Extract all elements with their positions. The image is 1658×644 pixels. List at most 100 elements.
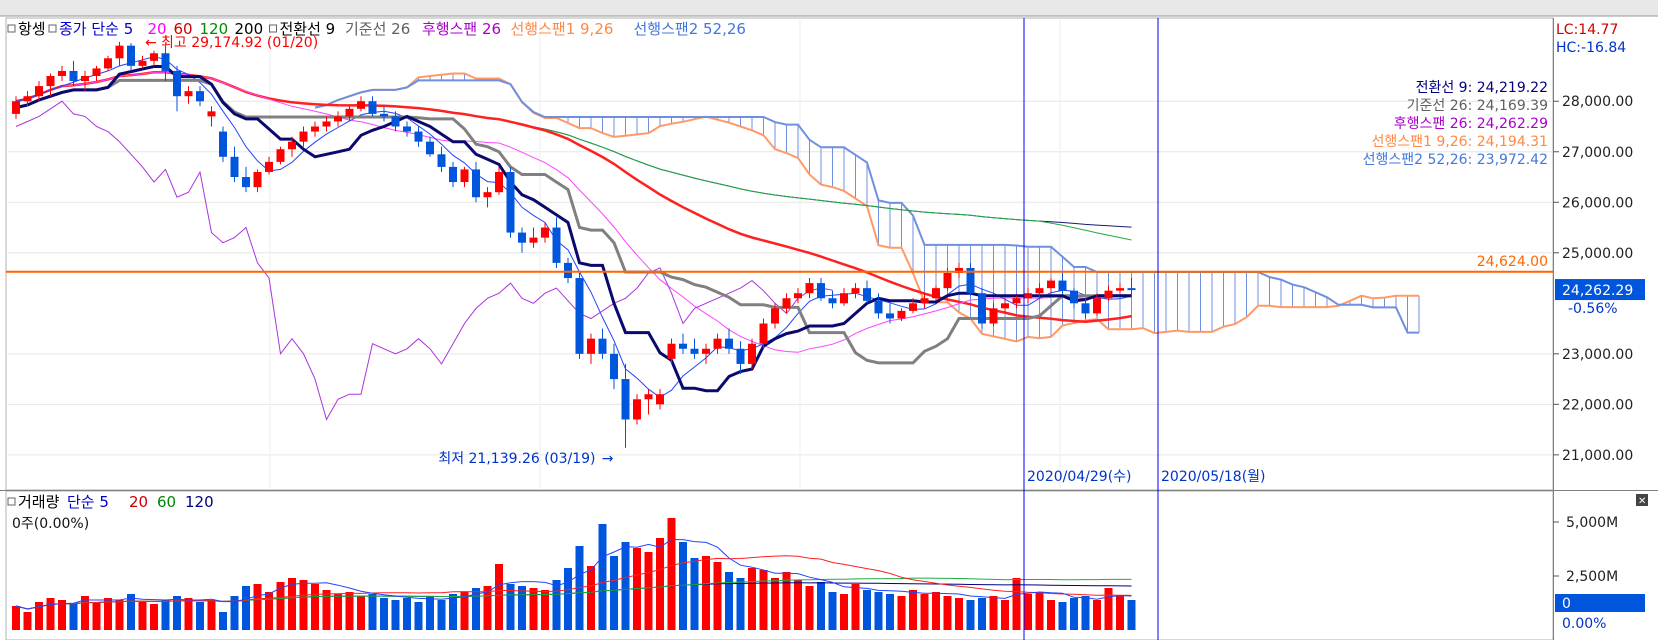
volume-bar: [587, 566, 595, 630]
candle-body: [1047, 280, 1055, 289]
volume-bar: [265, 592, 273, 630]
candle-body: [219, 131, 227, 157]
ichimoku-value-label: 선행스팬2 52,26: 23,972.42: [1363, 152, 1548, 168]
volume-bar: [966, 600, 975, 630]
volume-bar: [909, 590, 917, 630]
candle-body: [897, 310, 906, 319]
price-legend-item: 200: [235, 20, 264, 38]
volume-bar: [874, 592, 883, 630]
candle-body: [598, 338, 607, 354]
candle-body: [104, 58, 112, 69]
candle-body: [276, 149, 285, 162]
candle-body: [1127, 288, 1136, 291]
volume-bar: [828, 592, 837, 630]
candle-body: [265, 161, 273, 172]
volume-bar: [403, 598, 411, 630]
candle-body: [633, 399, 641, 420]
vline2-label: 2020/05/18(월): [1161, 469, 1266, 485]
volume-bar: [610, 556, 618, 630]
volume-bar: [529, 588, 538, 630]
volume-bar: [127, 594, 135, 630]
candle-body: [886, 313, 894, 319]
volume-bar: [173, 596, 181, 630]
candle-body: [58, 70, 66, 76]
volume-bar: [115, 600, 124, 630]
volume-bar: [1047, 600, 1055, 630]
volume-bar: [196, 602, 204, 630]
candle-body: [1093, 298, 1101, 314]
candle-body: [851, 288, 860, 294]
candle-body: [955, 267, 963, 273]
candle-body: [483, 192, 492, 198]
volume-bar: [1070, 598, 1078, 630]
price-axis-label: 28,000.00: [1562, 94, 1633, 110]
candle-body: [345, 108, 354, 117]
candle-body: [840, 293, 848, 304]
price-axis-label: 21,000.00: [1562, 448, 1633, 464]
candle-body: [782, 298, 791, 309]
volume-bar: [150, 604, 158, 630]
volume-bar: [989, 596, 998, 630]
volume-status-text: 0주(0.00%): [12, 516, 89, 532]
candle-body: [943, 272, 952, 289]
legend-square-icon: [7, 24, 16, 33]
price-axis-label: 23,000.00: [1562, 347, 1633, 363]
legend-square-icon: [48, 24, 57, 33]
current-change-label: -0.56%: [1568, 301, 1618, 317]
volume-legend-item: 단순 5: [67, 493, 109, 511]
volume-bar: [242, 586, 250, 630]
candle-body: [322, 121, 331, 127]
volume-current-box: [1555, 594, 1645, 612]
price-axis-label: 26,000.00: [1562, 195, 1633, 211]
volume-bar: [644, 552, 653, 630]
volume-axis-label: 2,500M: [1566, 569, 1618, 585]
volume-bar: [771, 578, 779, 630]
base-line: [15, 78, 1132, 365]
volume-bar: [552, 580, 561, 630]
volume-bar: [69, 604, 78, 630]
volume-bar: [472, 588, 480, 630]
candle-body: [713, 338, 722, 349]
volume-ma20-line: [15, 555, 1132, 610]
candle-body: [805, 283, 814, 294]
volume-bar: [334, 594, 342, 630]
volume-bar: [932, 592, 940, 630]
candle-body: [391, 116, 400, 127]
volume-bar: [794, 580, 802, 630]
candle-body: [587, 338, 595, 354]
candle-body: [426, 141, 434, 155]
volume-bar: [299, 580, 308, 630]
candle-body: [127, 45, 135, 66]
volume-bar: [219, 612, 227, 630]
volume-bar: [702, 556, 710, 630]
volume-bar: [782, 572, 791, 630]
candle-body: [196, 91, 204, 102]
candle-body: [1070, 290, 1078, 304]
volume-bar: [1024, 594, 1032, 630]
volume-bar: [311, 584, 319, 630]
price-legend-item: 선행스팬1 9,26: [511, 20, 614, 38]
candle-body: [506, 171, 515, 233]
low-label: 최저 21,139.26 (03/19): [438, 451, 595, 467]
candle-body: [35, 86, 43, 97]
volume-bar: [759, 570, 768, 630]
candle-body: [518, 232, 526, 243]
volume-bar: [1127, 600, 1136, 630]
volume-legend-item: 거래량: [18, 493, 60, 511]
price-legend-item: 선행스팬2 52,26: [634, 20, 746, 38]
volume-bar: [1104, 588, 1113, 630]
candle-body: [437, 154, 446, 167]
candle-body: [702, 348, 710, 354]
volume-bar: [713, 562, 722, 630]
conversion-line: [15, 65, 1132, 393]
hc-label: HC:-16.84: [1556, 40, 1626, 56]
volume-current-label: 0: [1562, 596, 1571, 612]
volume-bar: [1081, 596, 1090, 630]
candle-body: [403, 126, 411, 132]
volume-bar: [1058, 602, 1067, 630]
candle-body: [828, 298, 837, 304]
hline-value-label: 24,624.00: [1477, 254, 1548, 270]
price-axis-label: 22,000.00: [1562, 397, 1633, 413]
candle-body: [334, 116, 342, 122]
candle-body: [253, 171, 262, 188]
